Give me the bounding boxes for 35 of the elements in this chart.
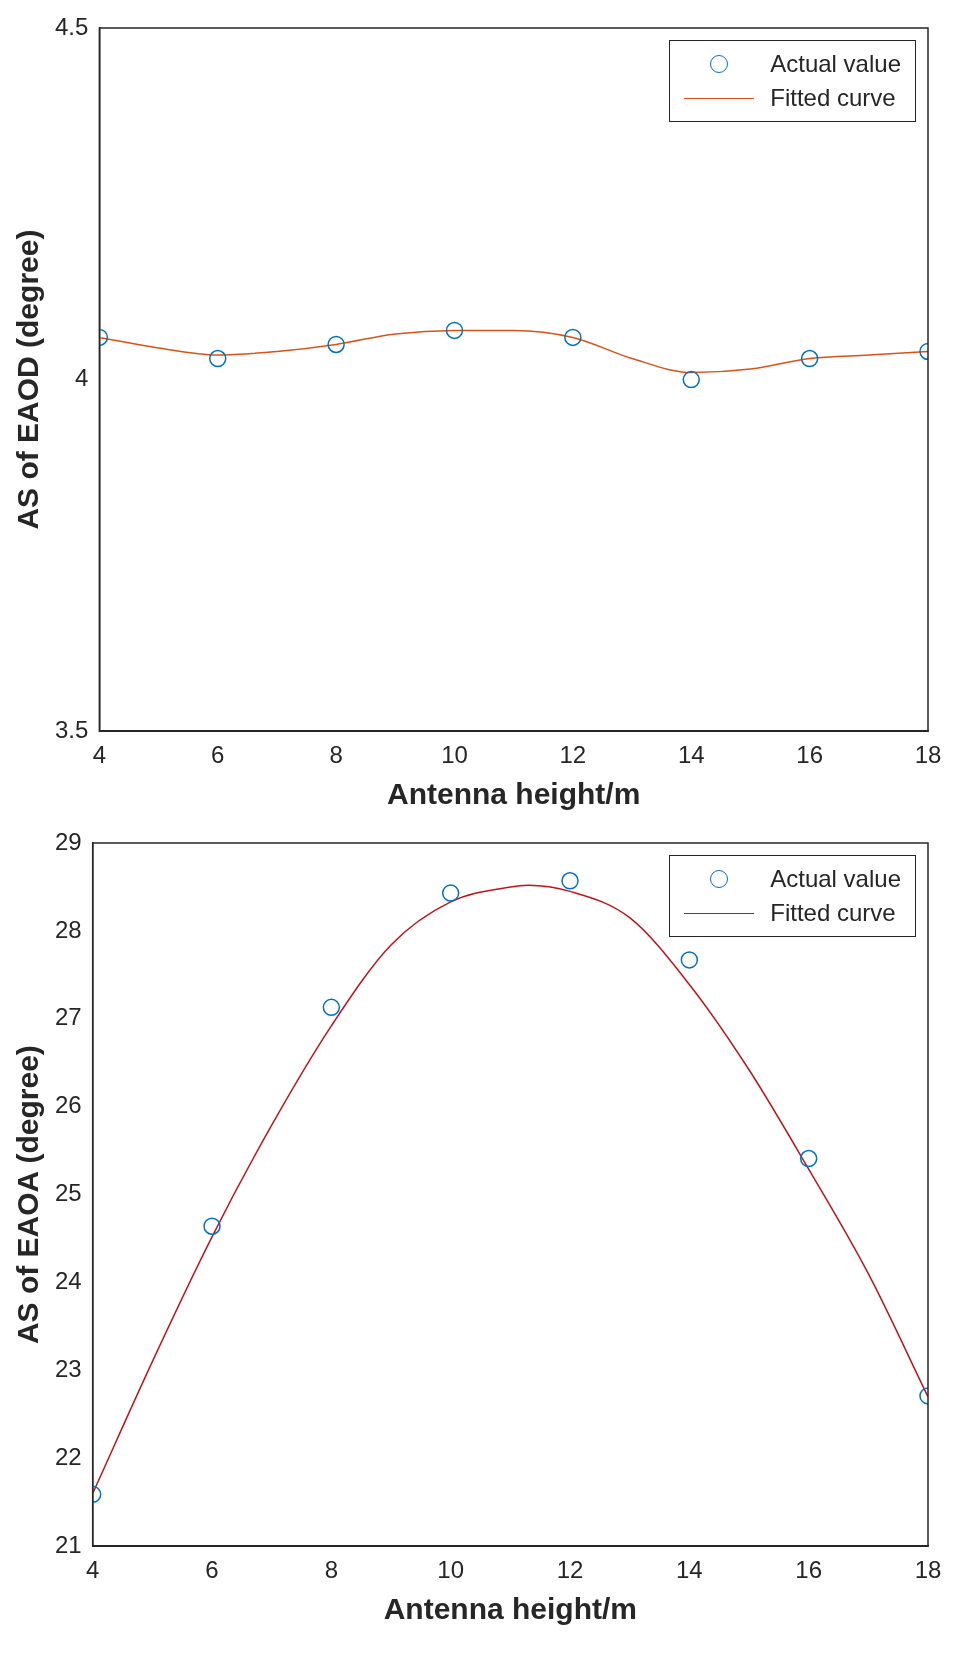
x-tick-label: 6 (211, 741, 225, 769)
legend-label: Fitted curve (770, 84, 896, 112)
y-tick-label: 28 (54, 915, 82, 943)
x-tick-label: 14 (677, 741, 705, 769)
x-tick-label: 10 (437, 1556, 465, 1584)
y-tick-label: 23 (54, 1355, 82, 1383)
x-tick-label: 8 (324, 1556, 339, 1584)
x-axis-title: Antenna height/m (387, 777, 641, 811)
x-tick-label: 12 (556, 1556, 584, 1584)
x-tick-label: 8 (329, 741, 343, 769)
legend-label: Fitted curve (770, 899, 896, 927)
x-tick-label: 12 (559, 741, 587, 769)
y-tick-label: 3.5 (54, 715, 89, 743)
y-tick-label: 24 (54, 1267, 82, 1295)
legend-label: Actual value (770, 50, 901, 78)
y-tick-label: 21 (54, 1530, 82, 1558)
y-axis-title: AS of EAOA (degree) (11, 1045, 45, 1345)
x-tick-label: 6 (205, 1556, 219, 1584)
x-tick-label: 4 (92, 741, 107, 769)
x-tick-label: 16 (795, 1556, 823, 1584)
y-axis-title: AS of EAOD (degree) (11, 229, 45, 530)
x-axis-title: Antenna height/m (383, 1592, 638, 1626)
x-tick-label: 10 (441, 741, 468, 769)
y-tick-label: 4.5 (54, 12, 89, 40)
x-tick-label: 14 (675, 1556, 703, 1584)
y-tick-label: 25 (54, 1179, 82, 1207)
x-tick-label: 18 (914, 741, 942, 769)
y-tick-label: 22 (54, 1442, 82, 1470)
legend-label: Actual value (770, 865, 901, 893)
y-tick-label: 27 (54, 1003, 82, 1031)
y-tick-label: 29 (54, 827, 82, 855)
y-tick-label: 26 (54, 1091, 82, 1119)
x-tick-label: 16 (796, 741, 823, 769)
y-tick-label: 4 (75, 364, 89, 392)
x-tick-label: 18 (914, 1556, 942, 1584)
